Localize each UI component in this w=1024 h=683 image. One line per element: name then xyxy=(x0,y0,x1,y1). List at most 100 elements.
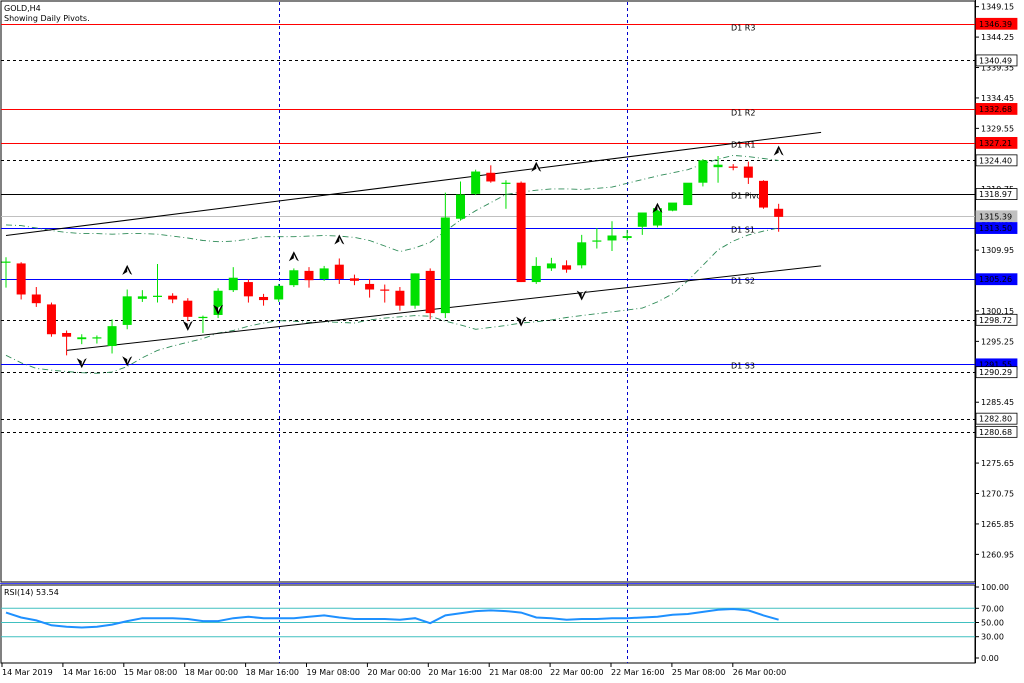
candle-25 xyxy=(380,284,390,303)
candle-body-33 xyxy=(501,182,511,184)
candle-body-32 xyxy=(486,172,496,182)
candle-body-42 xyxy=(637,212,647,227)
candle-body-28 xyxy=(425,270,435,314)
price-tick-label-18: 1260.95 xyxy=(981,550,1014,559)
price-level-box-bg-7 xyxy=(975,222,1018,234)
candle-48 xyxy=(728,164,738,171)
price-tick-label-15: 1275.65 xyxy=(981,459,1014,468)
candle-body-48 xyxy=(728,166,738,168)
candle-22 xyxy=(334,258,344,284)
candle-body-40 xyxy=(607,235,617,241)
level-label-8: D1 S2 xyxy=(731,277,755,286)
rsi-tick-label-1: 70.00 xyxy=(981,604,1004,613)
price-tick-label-11: 1295.25 xyxy=(981,337,1014,346)
price-tick-label-1: 1344.25 xyxy=(981,33,1014,42)
candle-body-44 xyxy=(668,202,678,211)
level-label-0: D1 R3 xyxy=(731,24,755,33)
candle-36 xyxy=(546,257,556,271)
candle-33 xyxy=(501,180,511,209)
price-level-box-bg-5 xyxy=(975,188,1018,200)
fractal-up-2-shade xyxy=(339,237,343,244)
rsi-tick-label-3: 30.00 xyxy=(981,633,1004,642)
candle-body-39 xyxy=(592,240,602,242)
candle-43 xyxy=(652,207,662,228)
level-label-7: D1 S1 xyxy=(731,226,755,235)
candle-44 xyxy=(668,202,678,212)
candle-21 xyxy=(319,265,329,281)
candle-16 xyxy=(243,279,253,303)
candle-12 xyxy=(183,298,193,322)
candle-19 xyxy=(289,268,299,288)
candle-body-22 xyxy=(334,264,344,279)
candle-38 xyxy=(577,234,587,269)
fractal-down-4-shade xyxy=(521,317,525,324)
price-level-box-bg-1 xyxy=(975,54,1018,67)
fractal-down-1-shade xyxy=(127,357,131,364)
price-tick-label-17: 1265.85 xyxy=(981,520,1014,529)
chart-grid xyxy=(0,0,976,664)
fractal-up-1-shade xyxy=(293,254,297,261)
level-label-10: D1 S3 xyxy=(731,362,755,371)
rsi-tick-label-2: 50.00 xyxy=(981,619,1004,628)
candle-41 xyxy=(622,229,632,241)
candle-body-51 xyxy=(774,208,784,217)
candle-28 xyxy=(425,268,435,320)
main-panel: D1 R3 D1 R2 D1 R1 D1 Pivot D1 S1 D1 S2 D1 S3 xyxy=(1,24,975,433)
candle-10 xyxy=(153,264,162,303)
candle-9 xyxy=(137,290,147,302)
trendline-0 xyxy=(5,131,822,236)
price-level-box-7: 1313.50 xyxy=(975,222,1018,234)
price-level-box-label-12: 1282.80 xyxy=(979,415,1012,424)
upper-band-line xyxy=(5,154,779,253)
time-tick-label-2: 15 Mar 08:00 xyxy=(124,668,177,677)
candle-body-26 xyxy=(395,290,405,306)
price-level-box-6: 1315.39 xyxy=(975,210,1018,223)
price-level-box-bg-8 xyxy=(975,273,1018,286)
candle-32 xyxy=(486,165,496,183)
time-tick-label-12: 26 Mar 00:00 xyxy=(733,668,786,677)
candle-4 xyxy=(62,330,72,356)
candle-15 xyxy=(228,267,238,292)
level-label-3: D1 R1 xyxy=(731,141,755,150)
price-level-box-12: 1282.80 xyxy=(975,412,1018,425)
candle-body-19 xyxy=(289,270,299,286)
candle-3 xyxy=(46,302,56,337)
candle-body-36 xyxy=(546,263,556,269)
price-tick-label-10: 1300.15 xyxy=(981,307,1014,316)
fractal-down-5-shade xyxy=(581,291,585,298)
price-level-box-3: 1327.21 xyxy=(975,137,1018,149)
candle-6 xyxy=(92,335,102,344)
price-level-box-bg-6 xyxy=(975,210,1018,223)
price-level-box-label-5: 1318.97 xyxy=(979,190,1012,199)
candle-27 xyxy=(410,273,420,309)
candle-body-29 xyxy=(440,217,450,314)
candle-34 xyxy=(516,181,526,283)
price-level-box-11: 1290.29 xyxy=(975,366,1018,379)
price-level-box-label-13: 1280.68 xyxy=(979,428,1012,437)
price-level-box-label-7: 1313.50 xyxy=(979,224,1012,233)
candle-51 xyxy=(774,203,784,232)
price-level-box-bg-13 xyxy=(975,425,1018,438)
candle-body-1 xyxy=(16,263,26,295)
candle-body-20 xyxy=(304,270,314,281)
candle-35 xyxy=(531,257,541,284)
candle-0 xyxy=(1,257,11,288)
lower-band-line xyxy=(5,227,779,374)
candle-body-10 xyxy=(153,295,162,297)
candle-body-37 xyxy=(562,265,572,270)
time-axis: 14 Mar 2019 14 Mar 16:00 15 Mar 08:00 18 Ma… xyxy=(1,663,786,677)
rsi-tick-label-4: 0.00 xyxy=(981,654,999,663)
rsi-panel: RSI(14) 53.54 100.00 70.00 50.00 30.00 0.00 xyxy=(1,583,1009,663)
price-level-box-label-4: 1324.40 xyxy=(979,156,1012,165)
time-tick-label-11: 25 Mar 08:00 xyxy=(672,668,725,677)
price-level-box-bg-3 xyxy=(975,137,1018,149)
price-level-box-8: 1305.26 xyxy=(975,273,1018,286)
chart-subtitle-label: Showing Daily Pivots. xyxy=(4,14,90,23)
candle-body-9 xyxy=(137,296,147,299)
price-level-box-bg-12 xyxy=(975,412,1018,425)
candle-11 xyxy=(168,293,178,304)
time-tick-label-9: 22 Mar 00:00 xyxy=(550,668,603,677)
candle-1 xyxy=(16,262,26,300)
price-level-box-label-9: 1298.72 xyxy=(979,316,1012,325)
